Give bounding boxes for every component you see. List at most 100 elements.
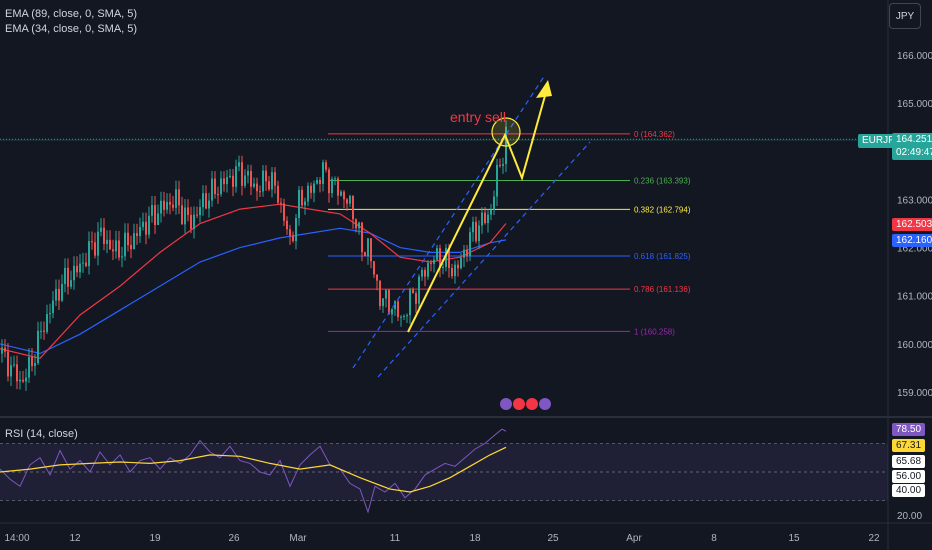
candle-body (205, 193, 207, 209)
candle-body (325, 162, 327, 170)
candle-body (64, 267, 66, 285)
candle-body (274, 172, 276, 186)
ema-34-line (0, 203, 507, 359)
candle-body (382, 298, 384, 307)
candle-body (22, 379, 24, 382)
ema-89-legend[interactable]: EMA (89, close, 0, SMA, 5) (5, 8, 138, 20)
candle-body (256, 183, 258, 192)
x-tick-label: Mar (289, 533, 307, 544)
candle-body (229, 175, 231, 178)
candle-body (286, 220, 288, 230)
candle-body (259, 191, 261, 193)
ema-34-legend[interactable]: EMA (34, close, 0, SMA, 5) (5, 23, 138, 35)
candle-body (364, 252, 366, 257)
candle-body (499, 164, 501, 166)
x-tick-label: 12 (69, 533, 81, 544)
candle-body (142, 221, 144, 227)
fib-level-label: 0.786 (161.136) (634, 285, 691, 294)
candle-body (157, 213, 159, 225)
arrow-head (536, 80, 552, 98)
pane-separator (0, 416, 932, 418)
candle-body (79, 263, 81, 273)
candle-body (85, 262, 87, 267)
candle-body (91, 241, 93, 243)
candle-body (13, 364, 15, 366)
candle-body (220, 178, 222, 195)
entry-circle (491, 117, 521, 147)
candle-body (394, 301, 396, 310)
candle-body (235, 166, 237, 187)
x-tick-label: 11 (390, 533, 401, 544)
candle-body (454, 264, 456, 277)
candle-body (16, 364, 18, 382)
axes: 166.000 165.000 163.000 162.000 161.000 160.0… (4, 51, 932, 544)
candle-body (319, 179, 321, 184)
candle-body (265, 170, 267, 182)
x-tick-label: 15 (788, 533, 800, 544)
event-icon[interactable] (513, 398, 525, 410)
candle-body (151, 205, 153, 216)
fib-level-label: 0 (164.362) (634, 130, 675, 139)
candle-body (193, 214, 195, 229)
candle-body (427, 262, 429, 277)
candle-body (202, 193, 204, 208)
event-icon[interactable] (539, 398, 551, 410)
candle-body (10, 365, 12, 377)
candle-body (301, 189, 303, 206)
x-tick-label: 26 (228, 533, 240, 544)
candle-body (187, 207, 189, 215)
rsi-pane (0, 428, 888, 514)
candle-body (28, 357, 30, 378)
currency-button[interactable]: JPY (889, 3, 921, 29)
candle-body (388, 289, 390, 315)
candle-body (94, 242, 96, 256)
candle-body (355, 219, 357, 229)
candle-body (184, 207, 186, 225)
candle-body (277, 185, 279, 203)
candle-body (46, 314, 48, 332)
rsi-y-tick-label: 20.00 (897, 511, 922, 522)
candle-body (190, 214, 192, 229)
event-markers[interactable] (500, 398, 551, 410)
candle-body (49, 313, 51, 315)
candle-body (154, 205, 156, 225)
fibonacci-retracement: 0 (164.362) 0.236 (163.393) 0.382 (162.794… (0, 130, 888, 336)
candle-body (442, 266, 444, 269)
candle-body (160, 200, 162, 214)
event-icon[interactable] (526, 398, 538, 410)
candle-body (367, 238, 369, 257)
candle-body (445, 247, 447, 267)
x-tick-label: 25 (547, 533, 559, 544)
candle-body (349, 196, 351, 204)
rsi-legend[interactable]: RSI (14, close) (5, 428, 78, 440)
candle-body (175, 189, 177, 208)
candle-body (490, 209, 492, 215)
candle-body (298, 189, 300, 219)
candle-body (316, 179, 318, 184)
candle-body (76, 265, 78, 273)
candle-body (379, 280, 381, 307)
candle-body (463, 249, 465, 258)
candle-body (178, 189, 180, 206)
candle-body (67, 267, 69, 287)
candle-body (133, 233, 135, 250)
fib-level-label: 0.382 (162.794) (634, 205, 691, 214)
candle-body (1, 347, 3, 354)
candle-body (400, 316, 402, 318)
candle-body (451, 267, 453, 277)
rsi-lower-badge: 40.00 (892, 484, 926, 497)
candle-body (373, 261, 375, 275)
candle-body (136, 233, 138, 237)
candle-body (295, 218, 297, 242)
candle-body (472, 221, 474, 233)
candle-body (493, 196, 495, 210)
candle-body (166, 202, 168, 210)
candle-body (37, 330, 39, 364)
event-icon[interactable] (500, 398, 512, 410)
candle-body (7, 351, 9, 377)
candle-body (469, 232, 471, 257)
candle-body (244, 175, 246, 186)
candle-body (241, 162, 243, 186)
